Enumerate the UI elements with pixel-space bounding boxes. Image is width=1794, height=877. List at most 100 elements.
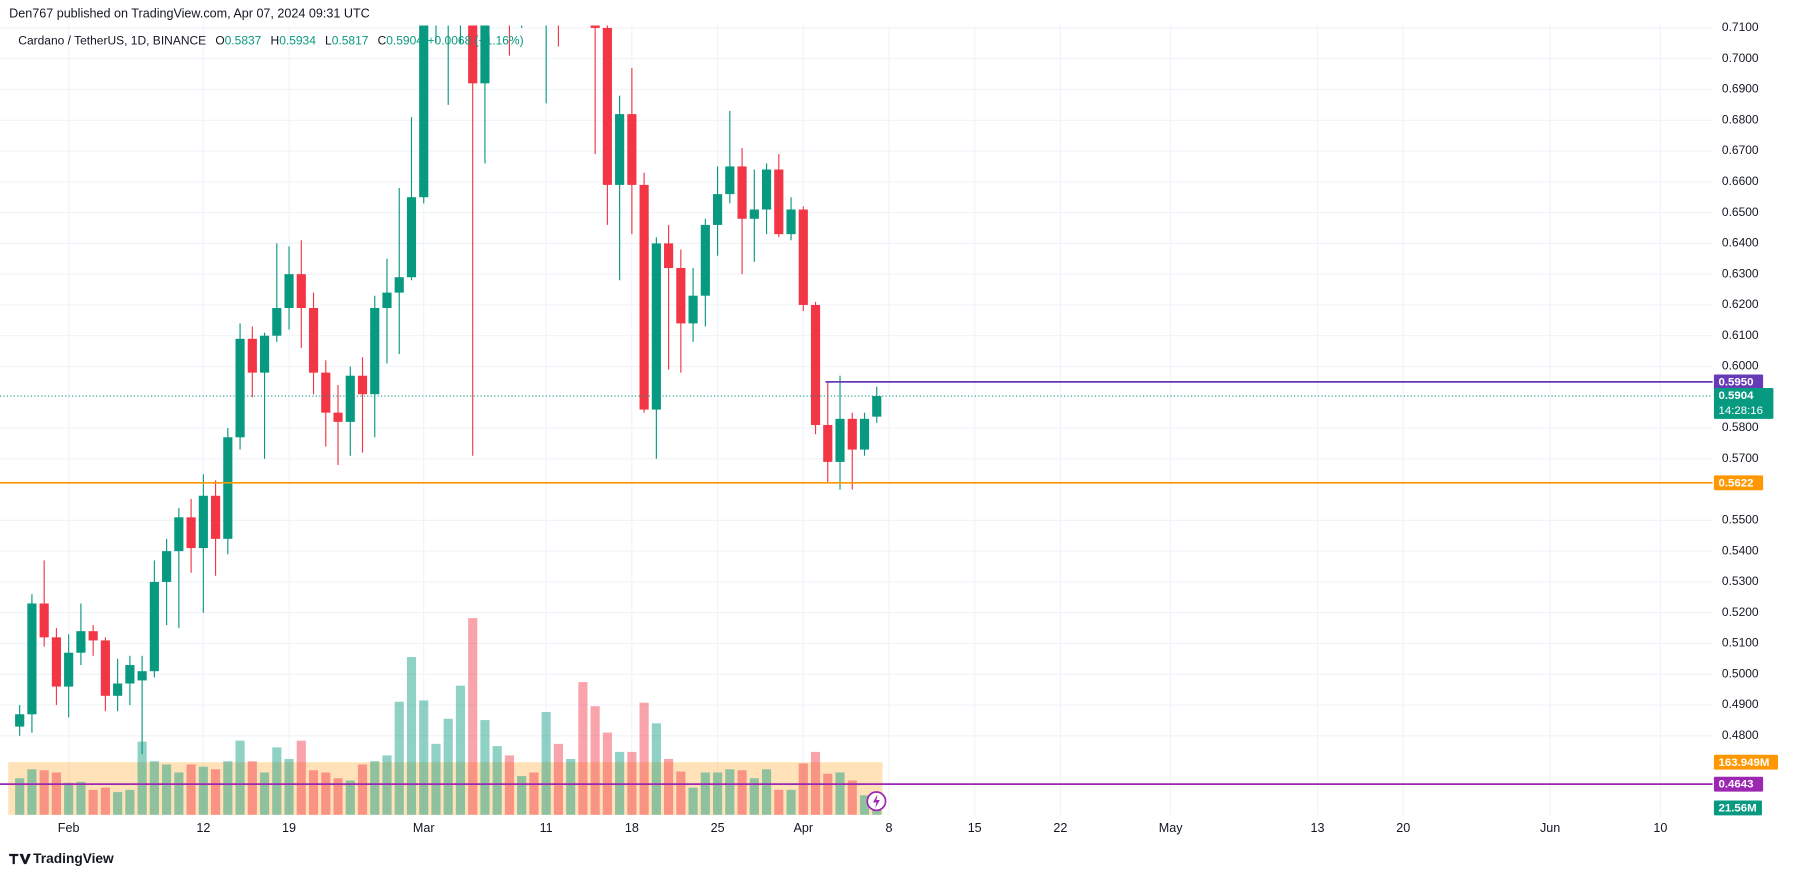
price-tag-box [1713, 776, 1764, 792]
volume-bar [333, 778, 343, 815]
y-tick-label: 0.5500 [1722, 513, 1759, 527]
candle-body [761, 169, 772, 210]
ohlc-value: 0.5934 [279, 34, 316, 48]
x-tick-label: 25 [711, 821, 725, 835]
volume-bar [308, 770, 319, 815]
volume-bar [174, 772, 184, 815]
volume-ma-tag-box [1713, 754, 1778, 770]
volume-bar [749, 778, 759, 815]
volume-bar [27, 769, 37, 815]
volume-bar [713, 772, 723, 815]
ohlc-value: 0.5837 [225, 34, 262, 48]
volume-bar [247, 761, 257, 815]
volume-bar [541, 712, 551, 815]
ohlc-label: C [378, 34, 387, 48]
lightning-icon[interactable] [866, 791, 887, 812]
volume-bar [39, 770, 49, 815]
volume-bar [100, 787, 110, 815]
candle-body [100, 640, 110, 696]
x-tick-label: 8 [885, 821, 892, 835]
x-tick-label: 19 [282, 821, 296, 835]
ohlc-label: O [215, 34, 224, 48]
candle-body [615, 114, 625, 185]
volume-bar [725, 769, 735, 815]
candle-body [737, 166, 747, 219]
volume-bar [761, 769, 772, 815]
volume-bar [529, 772, 539, 815]
x-tick-label: Feb [58, 821, 80, 835]
volume-bar [859, 795, 870, 815]
y-tick-label: 0.7100 [1722, 20, 1759, 34]
volume-bar [553, 743, 563, 815]
candle-body [627, 114, 637, 185]
volume-bar [211, 769, 221, 815]
candle-body [247, 338, 257, 373]
price-tag: 0.5950 [1718, 376, 1753, 388]
y-tick-label: 0.6800 [1722, 112, 1759, 126]
volume-bar [64, 782, 74, 815]
ohlc-value: 0.5817 [332, 34, 369, 48]
y-tick-label: 0.5000 [1722, 666, 1759, 680]
volume-bar [321, 772, 331, 815]
volume-ma-area [8, 762, 883, 815]
volume-bar [688, 787, 698, 815]
y-tick-label: 0.5100 [1722, 636, 1759, 650]
y-tick-label: 0.6400 [1722, 236, 1759, 250]
volume-bar [578, 682, 588, 815]
x-tick-label: May [1159, 821, 1183, 835]
y-tick-label: 0.7000 [1722, 51, 1759, 65]
candle-body [749, 209, 759, 219]
candle-body [174, 517, 184, 552]
x-tick-label: Mar [413, 821, 435, 835]
volume-bar [566, 758, 576, 815]
volume-bar [76, 781, 86, 815]
volume-bar [394, 701, 404, 815]
candle-body [700, 224, 710, 296]
volume-bar [737, 770, 747, 815]
candle-body [284, 274, 294, 309]
candle-body [480, 25, 490, 84]
candle-body [664, 243, 674, 268]
volume-bar [664, 758, 674, 815]
x-tick-label: 22 [1053, 821, 1067, 835]
footer-logo[interactable]: TradingView [9, 851, 114, 866]
candle-body [345, 375, 355, 422]
volume-bar [590, 706, 600, 815]
volume-bar [847, 780, 857, 815]
y-tick-label: 0.6100 [1722, 328, 1759, 342]
volume-bar [798, 763, 808, 815]
candle-body [394, 277, 404, 293]
volume-bar [149, 761, 159, 815]
candle-body [835, 418, 845, 462]
candle-body [798, 209, 808, 305]
y-tick-label: 0.5400 [1722, 543, 1759, 557]
ohlc-label: L [325, 34, 332, 48]
candle-body [823, 424, 833, 462]
candle-body [406, 197, 417, 278]
volume-bar [504, 755, 515, 815]
candle-body [676, 267, 686, 324]
candle-body [688, 295, 698, 324]
x-tick-label: 13 [1311, 821, 1325, 835]
publisher: Den767 published on TradingView.com, Apr… [9, 6, 370, 20]
volume-bar [835, 772, 845, 815]
candle-body [272, 308, 282, 336]
volume-bar [443, 718, 453, 815]
candle-body [419, 25, 429, 198]
x-tick-label: 20 [1396, 821, 1410, 835]
candle-body [149, 581, 159, 672]
y-tick-label: 0.5200 [1722, 605, 1759, 619]
candle-body [639, 184, 649, 410]
y-tick-label: 0.6900 [1722, 82, 1759, 96]
ohlc-value: 0.5904 [386, 34, 423, 48]
candle-body [64, 652, 74, 687]
volume-bar [700, 772, 710, 815]
volume-bar [370, 761, 380, 815]
y-tick-label: 0.6000 [1722, 359, 1759, 373]
volume-bar [639, 702, 649, 815]
candle-body [51, 637, 61, 687]
candle-body [76, 631, 86, 653]
volume-bar [455, 685, 466, 815]
volume-tag: 21.56M [1718, 803, 1756, 815]
volume-bar [419, 700, 429, 815]
